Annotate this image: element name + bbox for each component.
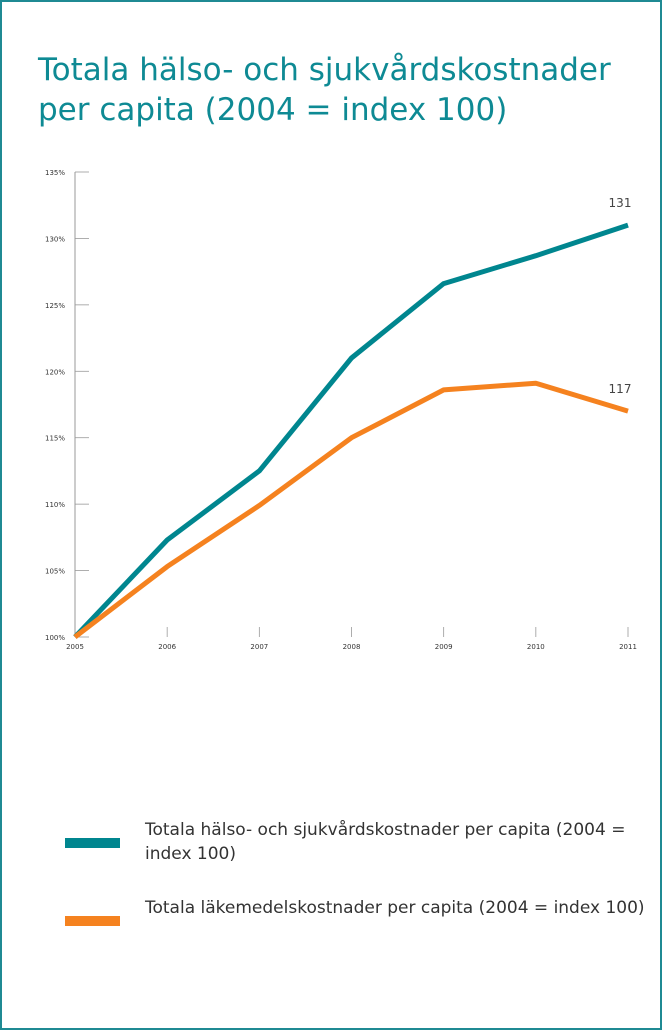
x-tick-label: 2010 xyxy=(527,643,545,651)
chart: 100% 105% 110% 115% 120% 125% 130% 135% 2005 2006… xyxy=(45,169,637,651)
chart-title: Totala hälso- och sjukvårdskostnader per… xyxy=(38,52,611,128)
series-line xyxy=(73,222,629,639)
x-tick-label: 2007 xyxy=(250,643,268,651)
y-tick-label: 110% xyxy=(45,501,65,509)
x-tick-label: 2009 xyxy=(435,643,453,651)
legend-label: Totala läkemedelskostnader per capita (2… xyxy=(145,898,645,918)
y-tick-label: 130% xyxy=(45,235,65,243)
data-label: 131 xyxy=(609,196,632,210)
x-tick-label: 2008 xyxy=(343,643,361,651)
y-tick-label: 135% xyxy=(45,169,65,177)
y-tick-label: 115% xyxy=(45,435,65,443)
x-tick-label: 2006 xyxy=(158,643,176,651)
x-tick-label: 2011 xyxy=(619,643,637,651)
y-tick-label: 105% xyxy=(45,568,65,576)
y-tick-label: 100% xyxy=(45,634,65,642)
y-tick-label: 125% xyxy=(45,302,65,310)
legend-label: Totala hälso- och sjukvårdskostnader per… xyxy=(145,820,626,864)
legend-swatch xyxy=(65,838,120,848)
y-tick-label: 120% xyxy=(45,368,65,376)
x-tick-label: 2005 xyxy=(66,643,84,651)
legend-swatch xyxy=(65,916,120,926)
series-line xyxy=(73,380,629,639)
data-label: 117 xyxy=(609,382,632,396)
